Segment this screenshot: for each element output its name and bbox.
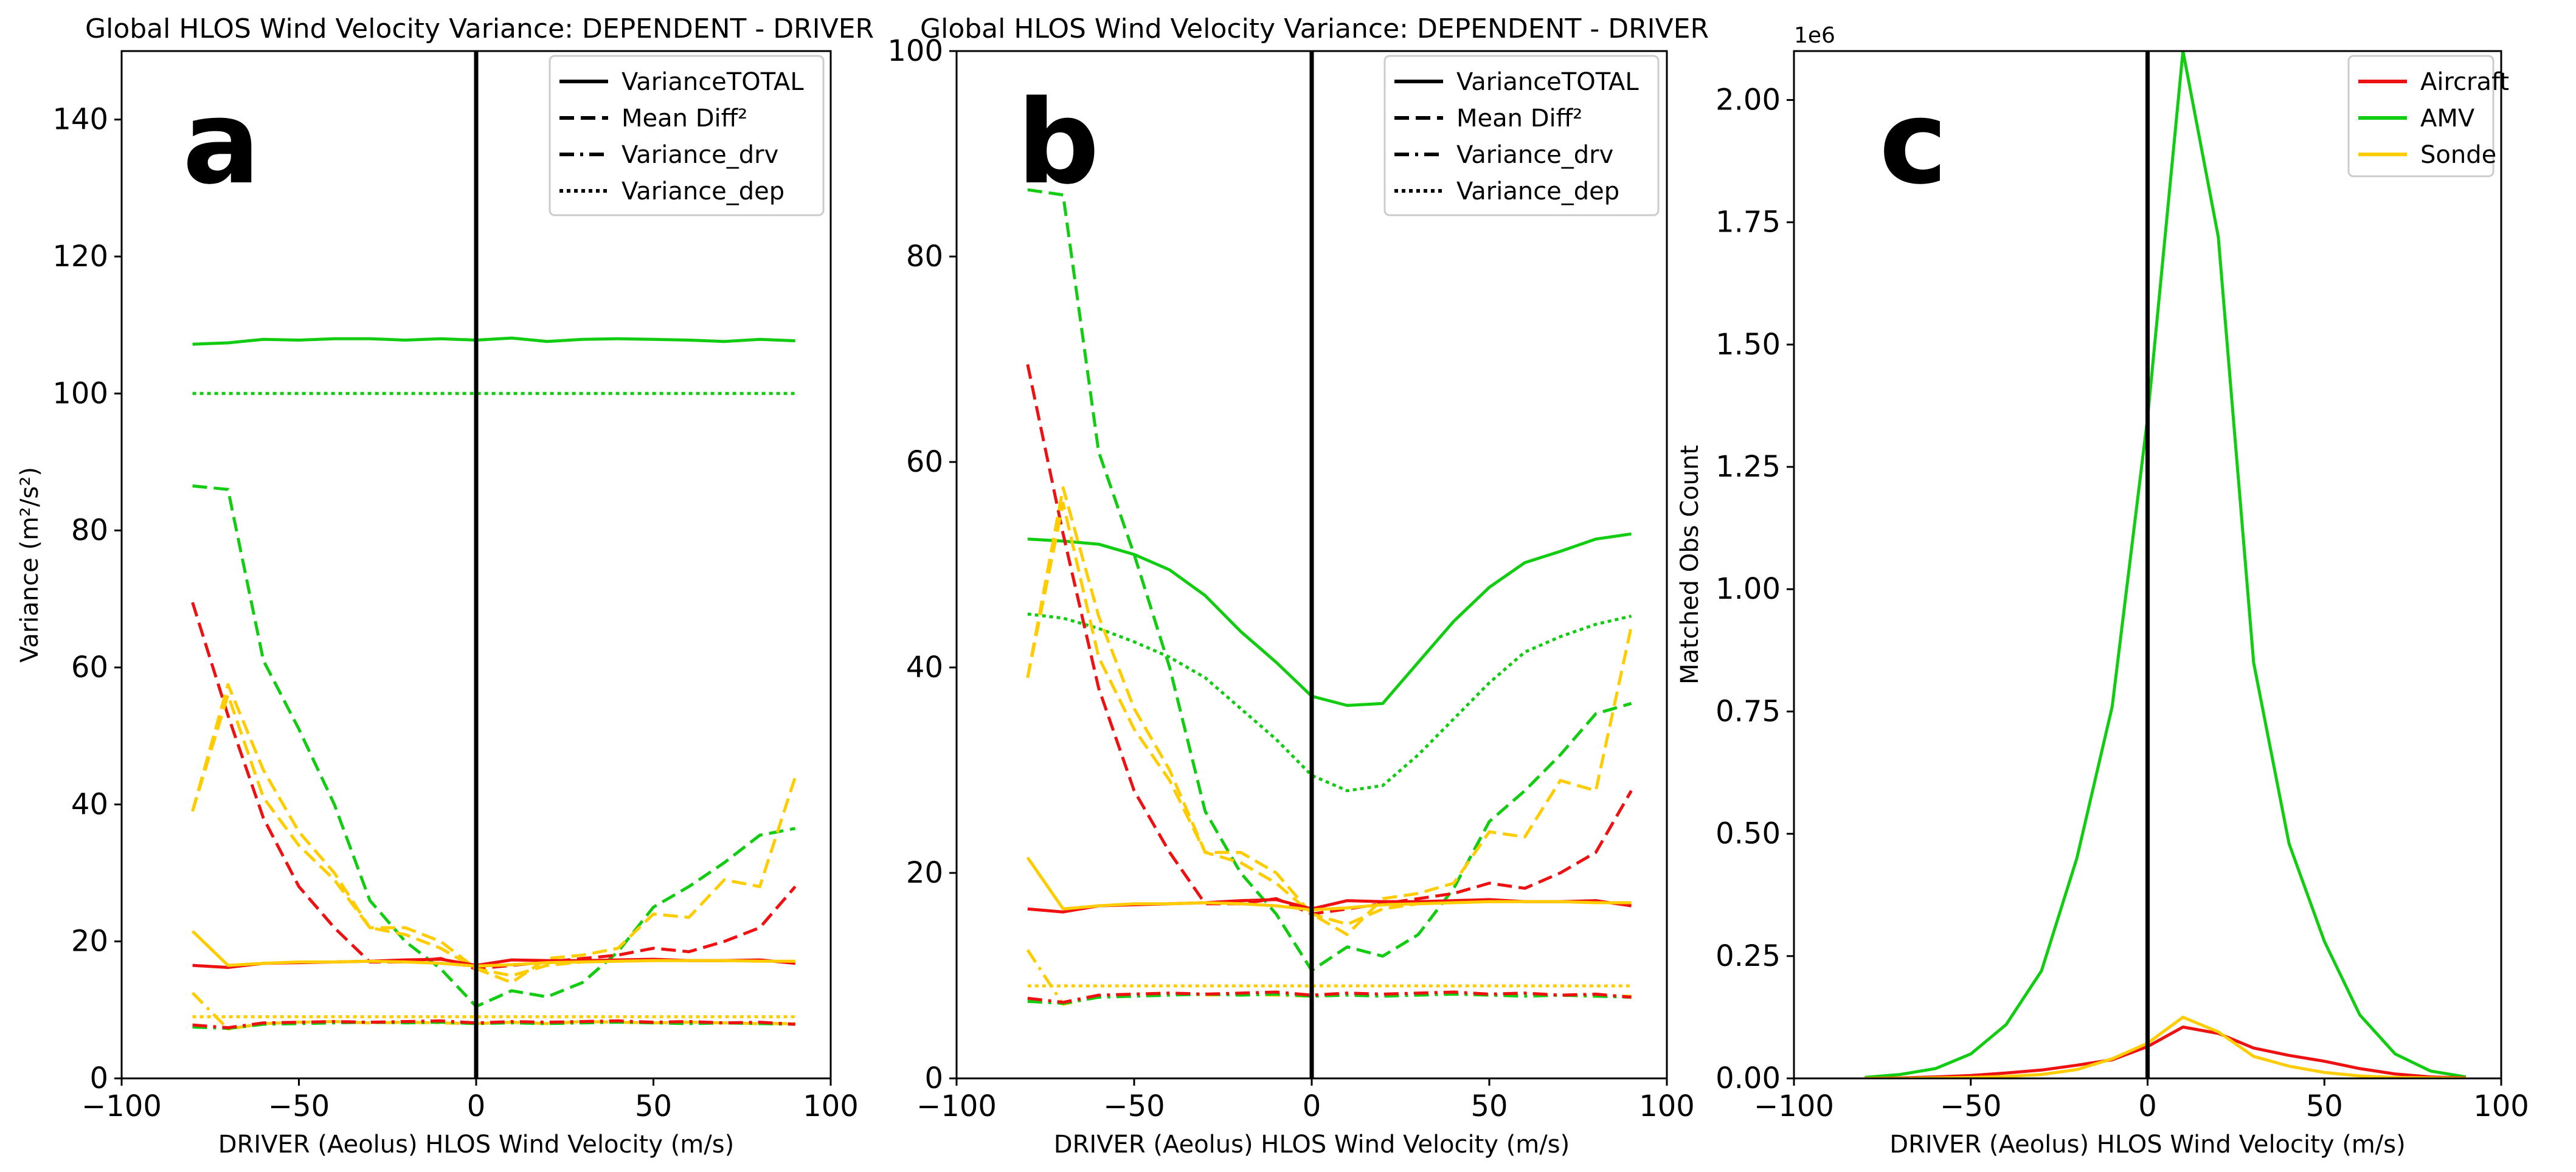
y-tick-label: 60 — [906, 445, 943, 479]
x-tick-label: 100 — [2473, 1089, 2529, 1123]
x-tick-label: −50 — [268, 1089, 330, 1123]
legend-label: VarianceTOTAL — [621, 68, 804, 96]
series-amv-variance-drv — [1027, 992, 1632, 1005]
series-group — [1026, 188, 1633, 1006]
y-tick-label: 80 — [906, 240, 943, 274]
series-sonde — [1864, 1015, 2466, 1078]
y-tick-label: 0.50 — [1716, 817, 1781, 851]
y-tick-label: 0.75 — [1716, 694, 1781, 728]
y-tick-label: 0.00 — [1716, 1061, 1781, 1095]
x-tick-label: 50 — [2306, 1089, 2343, 1123]
x-axis-label: DRIVER (Aeolus) HLOS Wind Velocity (m/s) — [218, 1131, 734, 1159]
panel-letter: a — [182, 75, 260, 210]
y-tick-label: 80 — [71, 514, 108, 548]
y-tick-label: 1.50 — [1716, 328, 1781, 362]
legend-label: AMV — [2420, 105, 2475, 133]
y-tick-label: 0 — [924, 1061, 943, 1095]
y-axis-label: Variance (m²/s²) — [16, 467, 44, 663]
y-tick-label: 40 — [71, 787, 108, 821]
series-sonde-variance-drv — [191, 991, 795, 1031]
legend-label: VarianceTOTAL — [1456, 68, 1639, 96]
x-tick-label: 100 — [803, 1089, 859, 1123]
y-tick-label: 140 — [52, 103, 108, 137]
legend-box — [2347, 55, 2495, 178]
x-tick-label: −50 — [1103, 1089, 1165, 1123]
series-aircraft-mean-diff- — [1026, 364, 1633, 916]
y-tick-label: 0 — [89, 1061, 108, 1095]
y-tick-label: 100 — [887, 34, 943, 68]
x-tick-label: 50 — [1470, 1089, 1508, 1123]
series-sonde-mean-diff-a- — [191, 683, 797, 984]
series-aircraft-variance-drv — [192, 1019, 795, 1030]
series-sonde-mean-diff-a- — [1026, 486, 1633, 936]
x-tick-label: 50 — [635, 1089, 672, 1123]
legend-label: Aircraft — [2420, 68, 2509, 96]
legend: VarianceTOTAL Mean Diff² Variance_drv Varia… — [1383, 55, 1660, 216]
y-tick-label: 1.00 — [1716, 572, 1781, 606]
y-axis-label: Matched Obs Count — [1676, 445, 1704, 684]
series-amv-variance-dep — [1027, 612, 1632, 793]
x-tick-label: 0 — [2138, 1089, 2157, 1123]
series-sonde-mean-diff-b- — [191, 693, 583, 977]
panel-c: −100 −50 0 50 100 0.00 0.25 0.50 0.75 1.00 1.25 1.5… — [1676, 23, 2529, 1159]
series-aircraft-mean-diff- — [191, 602, 797, 971]
y-tick-label: 20 — [906, 856, 943, 890]
legend-label: Variance_drv — [621, 141, 778, 169]
series-sonde-variancetotal — [1026, 857, 1632, 912]
panel-a: −100 −50 0 50 100 0 20 40 60 80 100 120 140 Global HL… — [16, 13, 874, 1159]
series-amv — [1864, 51, 2467, 1078]
y-tick-label: 1.25 — [1716, 450, 1781, 484]
y-tick-label: 100 — [52, 376, 108, 410]
chart-title: Global HLOS Wind Velocity Variance: DEPE… — [85, 13, 874, 44]
y-tick-label: 2.00 — [1716, 83, 1781, 117]
series-sonde-mean-diff-b- — [1026, 502, 1419, 926]
series-amv-mean-diff- — [1027, 188, 1632, 972]
x-tick-label: −100 — [81, 1089, 162, 1123]
legend-label: Mean Diff² — [1456, 105, 1582, 133]
legend-box — [549, 55, 825, 216]
series-amv-variancetotal — [192, 336, 795, 346]
x-tick-label: −100 — [916, 1089, 997, 1123]
legend-label: Variance_dep — [621, 178, 784, 205]
y-tick-label: 40 — [906, 650, 943, 684]
legend-label: Mean Diff² — [621, 105, 747, 133]
legend-box — [1383, 55, 1660, 216]
x-tick-label: 0 — [1303, 1089, 1321, 1123]
y-tick-label: 1.75 — [1716, 205, 1781, 240]
x-tick-label: 0 — [467, 1089, 486, 1123]
x-tick-label: −100 — [1754, 1089, 1834, 1123]
panel-letter: b — [1017, 75, 1099, 210]
x-tick-label: −50 — [1940, 1089, 2001, 1123]
panel-letter: c — [1879, 75, 1948, 210]
legend: Aircraft AMV Sonde — [2347, 55, 2509, 178]
series-group — [191, 336, 797, 1031]
series-amv-mean-diff- — [192, 484, 796, 1008]
y-tick-label: 0.25 — [1716, 939, 1781, 973]
chart-title: Global HLOS Wind Velocity Variance: DEPE… — [920, 13, 1709, 44]
y-tick-label: 120 — [52, 240, 108, 274]
legend: VarianceTOTAL Mean Diff² Variance_drv Varia… — [549, 55, 825, 216]
legend-label: Sonde — [2420, 141, 2496, 169]
axis-offset-label: 1e6 — [1794, 23, 1835, 48]
series-aircraft — [1864, 1026, 2466, 1078]
x-tick-label: 100 — [1639, 1089, 1695, 1123]
series-group — [1864, 51, 2467, 1078]
x-axis-label: DRIVER (Aeolus) HLOS Wind Velocity (m/s) — [1054, 1131, 1570, 1159]
legend-label: Variance_dep — [1456, 178, 1619, 205]
x-axis-label: DRIVER (Aeolus) HLOS Wind Velocity (m/s) — [1889, 1131, 2405, 1159]
series-sonde-variancetotal — [191, 930, 795, 968]
y-tick-label: 60 — [71, 650, 108, 684]
legend-label: Variance_drv — [1456, 141, 1613, 169]
series-aircraft-variance-drv — [1027, 990, 1632, 1004]
y-tick-label: 20 — [71, 925, 108, 959]
series-amv-variancetotal — [1027, 532, 1632, 707]
